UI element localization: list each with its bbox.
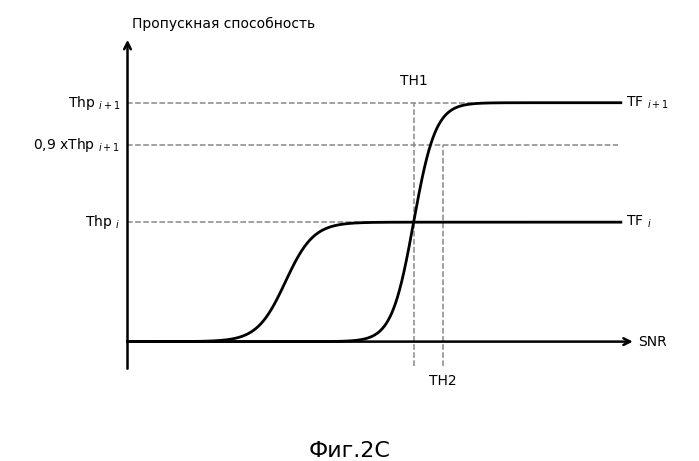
Text: SNR: SNR <box>638 335 667 349</box>
Text: TH1: TH1 <box>400 74 428 88</box>
Text: TF $_{i}$: TF $_{i}$ <box>626 214 651 230</box>
Text: TF $_{i+1}$: TF $_{i+1}$ <box>626 95 669 111</box>
Text: Thp $_{i+1}$: Thp $_{i+1}$ <box>68 94 120 112</box>
Text: Фиг.2С: Фиг.2С <box>308 441 391 461</box>
Text: Thp $_{i}$: Thp $_{i}$ <box>85 213 120 231</box>
Text: 0,9 xThp $_{i+1}$: 0,9 xThp $_{i+1}$ <box>33 136 120 154</box>
Text: TH2: TH2 <box>429 374 457 389</box>
Text: Пропускная способность: Пропускная способность <box>132 17 315 31</box>
